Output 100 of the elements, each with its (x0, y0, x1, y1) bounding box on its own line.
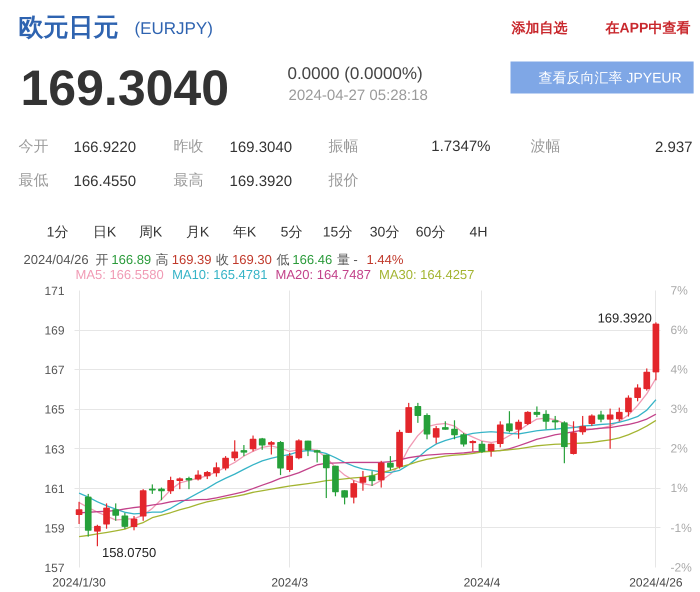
y-tick-label: 161 (44, 482, 65, 496)
candlestick (130, 515, 138, 531)
text: MA20: 164.7487 (276, 267, 371, 282)
candlestick (496, 420, 504, 448)
candlestick (286, 452, 294, 473)
text: 收 (216, 252, 230, 267)
candlestick (634, 384, 641, 402)
y-tick-label: 159 (44, 521, 65, 536)
candlestick (378, 460, 385, 488)
text: 30分 (370, 224, 400, 240)
y2-tick-label: 3% (670, 402, 688, 416)
candlestick (167, 476, 174, 494)
text: 169.30 (232, 252, 272, 267)
text: 年K (232, 224, 257, 240)
candlestick (112, 502, 120, 522)
text: 今开 (18, 138, 48, 155)
y2-tick-label: 2% (670, 442, 688, 456)
candlestick (598, 410, 604, 423)
candlestick (222, 456, 229, 471)
candlestick (76, 501, 82, 525)
candlestick (213, 462, 220, 478)
y2-tick-label: -1% (670, 520, 692, 535)
candlestick (295, 438, 302, 460)
y-tick-label: 165 (44, 402, 65, 417)
candlestick (488, 442, 494, 458)
y-tick-label: 171 (44, 284, 65, 298)
text: 1.7347% (431, 138, 490, 155)
text: 169.3040 (20, 60, 230, 116)
text: 最高 (174, 172, 204, 189)
candlestick (250, 434, 256, 452)
candlestick (194, 470, 202, 482)
candlestick (122, 512, 128, 530)
candlestick (570, 420, 577, 456)
text: 169.39 (172, 252, 212, 267)
text: 添加自选 (510, 20, 568, 36)
candlestick (552, 415, 559, 430)
candlestick (240, 444, 248, 457)
candlestick (616, 407, 623, 422)
text: 低 (276, 252, 290, 267)
line-series (78, 420, 657, 538)
candlestick (414, 402, 422, 424)
y2-tick-label: -2% (670, 560, 692, 574)
candlestick (304, 440, 312, 457)
text: 日K (92, 224, 117, 240)
candlestick (460, 432, 467, 448)
x-tick-label: 2024/3 (271, 576, 308, 590)
y-tick-label: 167 (44, 363, 65, 378)
text: 1分 (46, 224, 68, 240)
candlestick (158, 486, 165, 501)
text: 开 (95, 252, 108, 267)
y2-tick-label: 7% (670, 284, 688, 298)
candlestick (478, 440, 486, 454)
candlestick (588, 414, 596, 427)
x-tick-label: 2024/1/30 (52, 576, 106, 590)
text: 2024/04/26 (24, 252, 89, 267)
y-tick-label: 169 (44, 324, 65, 338)
candlestick (350, 480, 358, 504)
text: 高 (156, 252, 169, 267)
candlestick (387, 456, 394, 471)
y-tick-label: 157 (44, 561, 65, 575)
text: 周K (138, 224, 163, 240)
candlestick (258, 437, 266, 450)
candlestick (341, 490, 348, 505)
y2-tick-label: 6% (670, 323, 688, 338)
text: 最低 (18, 172, 48, 189)
x-tick-label: 2024/4/26 (629, 576, 683, 590)
annotation: 158.0750 (102, 545, 156, 560)
text: 5分 (280, 224, 302, 240)
text: 量 - (336, 252, 358, 267)
text: 报价 (328, 172, 358, 189)
annotation: 169.3920 (598, 310, 652, 326)
candlestick (625, 394, 632, 418)
text: MA30: 164.4257 (378, 267, 474, 282)
text: 166.4550 (74, 173, 136, 190)
text: 166.89 (111, 252, 152, 267)
candlestick (360, 470, 366, 492)
text: 169.3920 (230, 173, 292, 190)
text: 166.9220 (74, 139, 136, 156)
text: 0.0000 (0.0000%) (288, 64, 423, 83)
text: 波幅 (530, 138, 560, 155)
candlestick (424, 412, 430, 440)
text: 2024-04-27 05:28:18 (288, 87, 428, 104)
candlestick (515, 419, 522, 440)
y2-tick-label: 4% (670, 362, 688, 377)
text: 1.44% (366, 252, 404, 267)
candlestick (176, 476, 184, 490)
candlestick (524, 410, 532, 426)
candlestick (322, 454, 330, 499)
text: MA10: 165.4781 (172, 267, 268, 282)
candlestick (368, 470, 376, 487)
candlestick (432, 425, 440, 444)
candlestick (103, 502, 110, 530)
candlestick (186, 476, 192, 490)
candlestick (469, 440, 476, 452)
candlestick (148, 484, 156, 494)
text: 15分 (322, 224, 352, 240)
text: 4H (470, 224, 488, 240)
chart-title: 欧元日元 (18, 14, 118, 42)
candlestick (94, 524, 101, 547)
candlestick (579, 415, 586, 436)
